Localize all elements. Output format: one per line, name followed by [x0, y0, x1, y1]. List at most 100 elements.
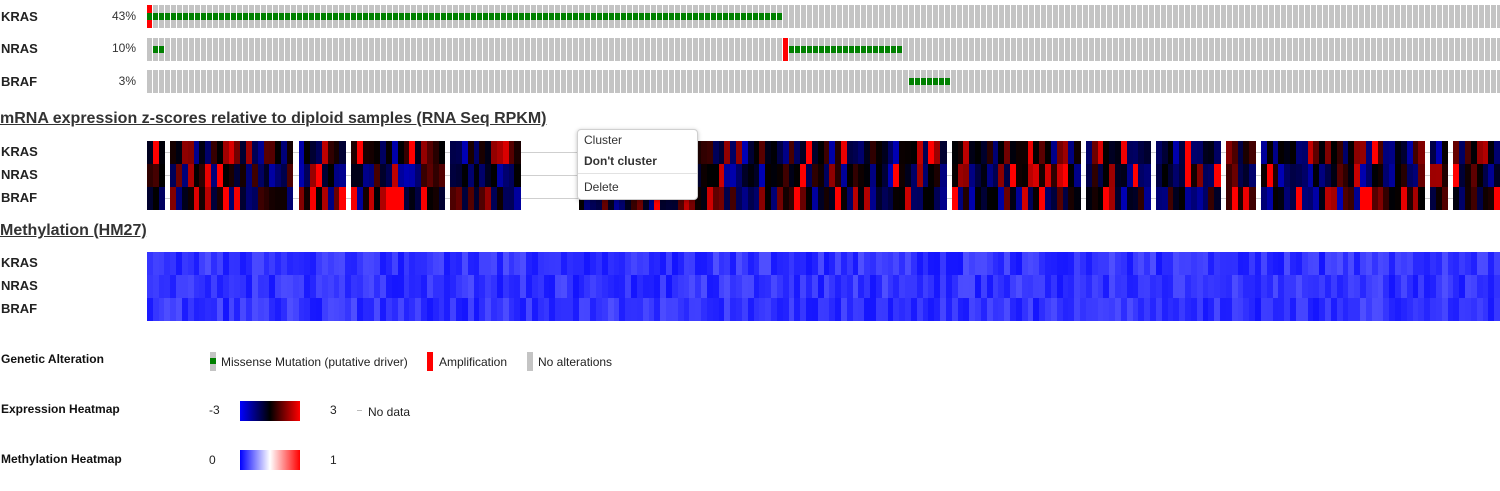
- sample-cell[interactable]: [699, 38, 704, 61]
- sample-cell[interactable]: [1485, 5, 1490, 28]
- sample-cell[interactable]: [153, 38, 158, 61]
- sample-cell[interactable]: [1347, 38, 1352, 61]
- sample-cell[interactable]: [705, 5, 710, 28]
- sample-cell[interactable]: [915, 70, 920, 93]
- sample-cell[interactable]: [675, 5, 680, 28]
- sample-cell[interactable]: [1137, 70, 1142, 93]
- sample-cell[interactable]: [1449, 5, 1454, 28]
- sample-cell[interactable]: [1197, 5, 1202, 28]
- sample-cell[interactable]: [543, 70, 548, 93]
- sample-cell[interactable]: [1365, 70, 1370, 93]
- sample-cell[interactable]: [1467, 70, 1472, 93]
- sample-cell[interactable]: [333, 38, 338, 61]
- sample-cell[interactable]: [1353, 5, 1358, 28]
- sample-cell[interactable]: [591, 70, 596, 93]
- sample-cell[interactable]: [375, 38, 380, 61]
- sample-cell[interactable]: [1377, 70, 1382, 93]
- sample-cell[interactable]: [603, 38, 608, 61]
- sample-cell[interactable]: [1221, 38, 1226, 61]
- track-label-kras[interactable]: KRAS: [1, 9, 38, 24]
- sample-cell[interactable]: [741, 5, 746, 28]
- sample-cell[interactable]: [363, 70, 368, 93]
- sample-cell[interactable]: [1413, 5, 1418, 28]
- sample-cell[interactable]: [849, 38, 854, 61]
- sample-cell[interactable]: [567, 5, 572, 28]
- sample-cell[interactable]: [879, 5, 884, 28]
- sample-cell[interactable]: [465, 38, 470, 61]
- sample-cell[interactable]: [609, 5, 614, 28]
- sample-cell[interactable]: [675, 70, 680, 93]
- sample-cell[interactable]: [963, 5, 968, 28]
- sample-cell[interactable]: [1029, 70, 1034, 93]
- sample-cell[interactable]: [573, 38, 578, 61]
- sample-cell[interactable]: [1245, 5, 1250, 28]
- sample-cell[interactable]: [1281, 70, 1286, 93]
- sample-cell[interactable]: [441, 70, 446, 93]
- sample-cell[interactable]: [1113, 38, 1118, 61]
- sample-cell[interactable]: [693, 5, 698, 28]
- sample-cell[interactable]: [579, 5, 584, 28]
- sample-cell[interactable]: [1431, 38, 1436, 61]
- sample-cell[interactable]: [753, 5, 758, 28]
- sample-cell[interactable]: [297, 70, 302, 93]
- methyl-heatmap-row-braf[interactable]: [147, 298, 1500, 321]
- sample-cell[interactable]: [1479, 70, 1484, 93]
- sample-cell[interactable]: [405, 5, 410, 28]
- sample-cell[interactable]: [1065, 5, 1070, 28]
- sample-cell[interactable]: [1395, 5, 1400, 28]
- sample-cell[interactable]: [1359, 70, 1364, 93]
- sample-cell[interactable]: [1377, 5, 1382, 28]
- mrna-heatmap-row-braf[interactable]: [147, 187, 1500, 210]
- sample-cell[interactable]: [399, 38, 404, 61]
- sample-cell[interactable]: [1017, 38, 1022, 61]
- sample-cell[interactable]: [879, 70, 884, 93]
- sample-cell[interactable]: [1347, 70, 1352, 93]
- sample-cell[interactable]: [1107, 5, 1112, 28]
- sample-cell[interactable]: [1323, 5, 1328, 28]
- sample-cell[interactable]: [855, 70, 860, 93]
- sample-cell[interactable]: [1119, 38, 1124, 61]
- sample-cell[interactable]: [1047, 38, 1052, 61]
- sample-cell[interactable]: [951, 70, 956, 93]
- sample-cell[interactable]: [1089, 70, 1094, 93]
- sample-cell[interactable]: [471, 70, 476, 93]
- sample-cell[interactable]: [291, 38, 296, 61]
- sample-cell[interactable]: [393, 5, 398, 28]
- sample-cell[interactable]: [351, 38, 356, 61]
- sample-cell[interactable]: [561, 38, 566, 61]
- sample-cell[interactable]: [1317, 5, 1322, 28]
- sample-cell[interactable]: [831, 70, 836, 93]
- sample-cell[interactable]: [351, 5, 356, 28]
- sample-cell[interactable]: [639, 70, 644, 93]
- sample-cell[interactable]: [219, 38, 224, 61]
- sample-cell[interactable]: [471, 5, 476, 28]
- sample-cell[interactable]: [1059, 38, 1064, 61]
- sample-cell[interactable]: [1131, 5, 1136, 28]
- sample-cell[interactable]: [459, 38, 464, 61]
- sample-cell[interactable]: [1101, 38, 1106, 61]
- sample-cell[interactable]: [1305, 5, 1310, 28]
- sample-cell[interactable]: [213, 5, 218, 28]
- sample-cell[interactable]: [1083, 38, 1088, 61]
- sample-cell[interactable]: [1131, 38, 1136, 61]
- sample-cell[interactable]: [1305, 38, 1310, 61]
- sample-cell[interactable]: [321, 70, 326, 93]
- sample-cell[interactable]: [837, 5, 842, 28]
- sample-cell[interactable]: [831, 38, 836, 61]
- sample-cell[interactable]: [345, 38, 350, 61]
- sample-cell[interactable]: [1155, 5, 1160, 28]
- sample-cell[interactable]: [1215, 70, 1220, 93]
- sample-cell[interactable]: [225, 70, 230, 93]
- sample-cell[interactable]: [525, 38, 530, 61]
- sample-cell[interactable]: [219, 70, 224, 93]
- sample-cell[interactable]: [381, 38, 386, 61]
- sample-cell[interactable]: [735, 5, 740, 28]
- sample-cell[interactable]: [1005, 70, 1010, 93]
- sample-cell[interactable]: [849, 70, 854, 93]
- sample-cell[interactable]: [333, 5, 338, 28]
- sample-cell[interactable]: [249, 5, 254, 28]
- sample-cell[interactable]: [633, 70, 638, 93]
- sample-cell[interactable]: [435, 38, 440, 61]
- sample-cell[interactable]: [645, 5, 650, 28]
- sample-cell[interactable]: [417, 5, 422, 28]
